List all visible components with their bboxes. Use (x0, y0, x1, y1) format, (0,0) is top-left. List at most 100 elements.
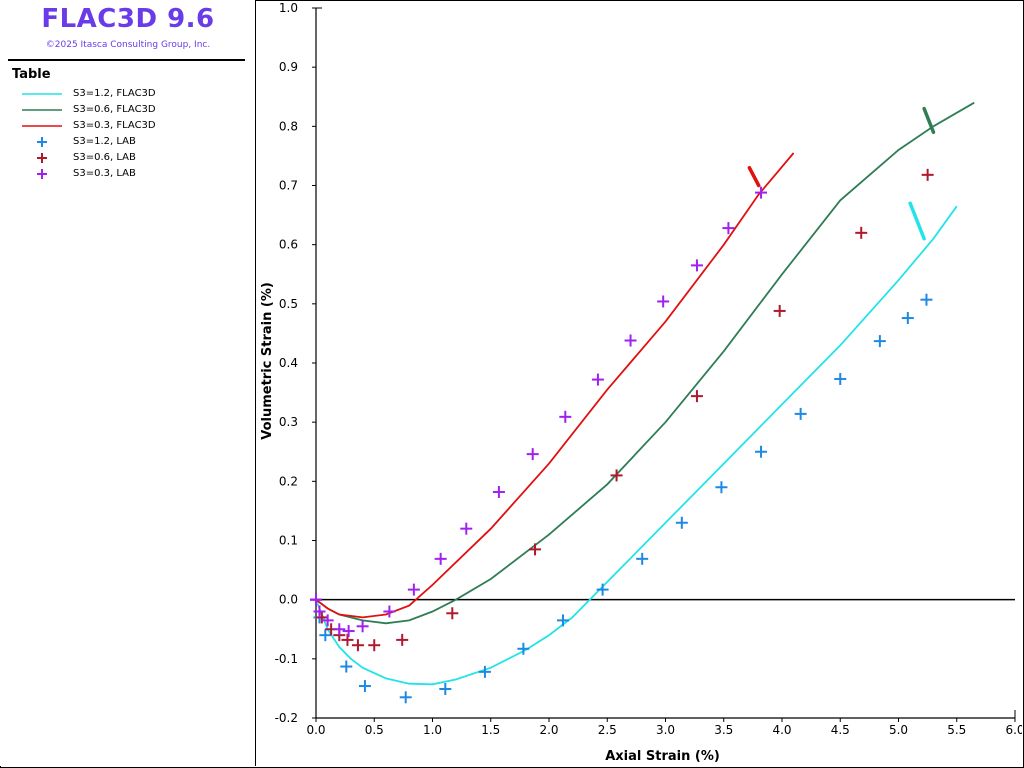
x-axis-title: Axial Strain (%) (605, 749, 720, 764)
data-point (794, 407, 807, 420)
y-tick-label: 0.7 (279, 179, 298, 193)
data-point (460, 522, 473, 535)
data-point (321, 614, 334, 627)
y-tick-label: 0.8 (279, 119, 298, 133)
series-end-marker (908, 201, 926, 241)
series-5 (310, 186, 768, 638)
data-point (675, 516, 688, 529)
data-point (690, 259, 703, 272)
data-point (492, 485, 505, 498)
x-tick-label: 2.5 (598, 723, 617, 737)
data-point (358, 680, 371, 693)
legend-line-swatch (22, 93, 62, 95)
series-line (315, 152, 795, 619)
y-tick-label: -0.2 (275, 711, 298, 725)
data-point (624, 334, 637, 347)
data-point (478, 665, 491, 678)
data-point (341, 633, 354, 646)
y-tick-label: 0.5 (279, 297, 298, 311)
data-point (657, 295, 670, 308)
legend-heading: Table (12, 67, 51, 82)
legend-label: S3=1.2, LAB (73, 136, 136, 147)
data-point (351, 639, 364, 652)
x-tick-label: 5.5 (947, 723, 966, 737)
x-tick-label: 4.0 (772, 723, 791, 737)
series-end-marker (747, 166, 761, 188)
x-tick-label: 1.5 (481, 723, 500, 737)
series-2 (315, 152, 795, 619)
data-point (439, 683, 452, 696)
data-point (755, 186, 768, 199)
y-tick-label: 0.9 (279, 60, 298, 74)
data-point (591, 373, 604, 386)
legend-cross-swatch (37, 169, 47, 179)
series-end-marker (922, 106, 936, 134)
data-point (596, 583, 609, 596)
x-tick-label: 2.0 (539, 723, 558, 737)
y-axis-title: Volumetric Strain (%) (260, 282, 275, 440)
x-tick-label: 4.5 (831, 723, 850, 737)
data-point (855, 226, 868, 239)
legend-label: S3=0.6, LAB (73, 152, 136, 163)
data-point (340, 660, 353, 673)
legend-sidebar: FLAC3D 9.6 ©2025 Itasca Consulting Group… (0, 0, 256, 766)
title-divider (8, 59, 245, 61)
y-tick-label: 0.1 (279, 534, 298, 548)
series-line (315, 101, 975, 625)
axes: 0.0 0.5 1.0 1.5 2.0 2.5 3.0 3.5 4.0 4.5 5.0 5.5 6.0 -… (275, 1, 1022, 737)
series-1 (315, 101, 975, 625)
data-point (342, 625, 355, 638)
data-point (526, 448, 539, 461)
data-point (368, 639, 381, 652)
x-tick-label: 0.5 (365, 723, 384, 737)
x-tick-label: 3.0 (656, 723, 675, 737)
data-point (722, 222, 735, 235)
legend-cross-swatch (37, 153, 47, 163)
legend-item: S3=0.3, LAB (0, 166, 256, 182)
y-tick-label: 0.2 (279, 474, 298, 488)
data-point (873, 335, 886, 348)
x-tick-label: 6.0 (1005, 723, 1022, 737)
legend-item: S3=1.2, LAB (0, 134, 256, 150)
data-point (399, 691, 412, 704)
data-point (356, 620, 369, 633)
legend-item: S3=1.2, FLAC3D (0, 86, 256, 102)
data-point (383, 605, 396, 618)
data-point (310, 593, 322, 606)
data-point (636, 552, 649, 565)
x-tick-label: 3.5 (714, 723, 733, 737)
data-point (773, 304, 786, 317)
data-point (315, 611, 328, 624)
app-title: FLAC3D 9.6 (41, 4, 215, 34)
data-point (834, 372, 847, 385)
data-point (690, 390, 703, 403)
plot-area: 0.0 0.5 1.0 1.5 2.0 2.5 3.0 3.5 4.0 4.5 5.0 5.5 6.0 -… (257, 0, 1022, 766)
legend-cross-swatch (37, 137, 47, 147)
data-point (313, 605, 326, 618)
data-point (920, 293, 933, 306)
data-point (755, 445, 768, 458)
legend-line-swatch (22, 109, 62, 111)
series-3 (310, 293, 933, 704)
y-tick-label: 0.6 (279, 238, 298, 252)
copyright-notice: ©2025 Itasca Consulting Group, Inc. (45, 40, 211, 50)
y-tick-label: -0.1 (275, 652, 298, 666)
data-point (921, 168, 934, 181)
series-4 (310, 168, 934, 652)
y-tick-label: 0.0 (279, 593, 298, 607)
legend-line-swatch (22, 125, 62, 127)
chart: 0.0 0.5 1.0 1.5 2.0 2.5 3.0 3.5 4.0 4.5 5.0 5.5 6.0 -… (260, 1, 1022, 764)
data-point (446, 607, 459, 620)
legend-label: S3=0.6, FLAC3D (73, 104, 156, 115)
data-point (715, 481, 728, 494)
data-point (396, 633, 409, 646)
y-tick-label: 0.4 (279, 356, 298, 370)
data-point (559, 410, 572, 423)
y-tick-label: 0.3 (279, 415, 298, 429)
legend-item: S3=0.6, FLAC3D (0, 102, 256, 118)
data-point (319, 629, 332, 642)
legend-label: S3=1.2, FLAC3D (73, 88, 156, 99)
legend-item: S3=0.3, FLAC3D (0, 118, 256, 134)
series-0 (315, 201, 958, 686)
x-tick-label: 5.0 (889, 723, 908, 737)
